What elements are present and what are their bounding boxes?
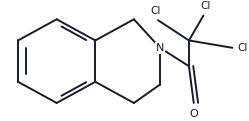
Text: O: O	[189, 109, 198, 119]
Text: Cl: Cl	[150, 6, 161, 16]
Text: Cl: Cl	[237, 43, 248, 53]
Text: Cl: Cl	[201, 1, 211, 11]
Text: N: N	[156, 43, 164, 53]
